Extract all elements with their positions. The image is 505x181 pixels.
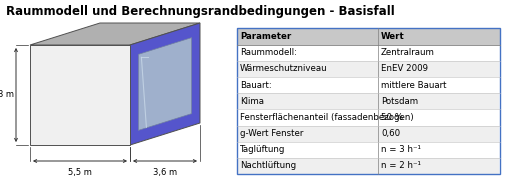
Text: 3,6 m: 3,6 m [153, 168, 177, 177]
Text: Raummodell und Berechnungsrandbedingungen - Basisfall: Raummodell und Berechnungsrandbedingunge… [6, 5, 394, 18]
Text: Wärmeschutzniveau: Wärmeschutzniveau [239, 64, 327, 73]
Bar [237, 158, 498, 174]
Text: Zentralraum: Zentralraum [380, 48, 434, 57]
Text: 2,8 m: 2,8 m [0, 90, 14, 100]
Text: Raummodell:: Raummodell: [239, 48, 296, 57]
Bar [237, 61, 498, 77]
Text: g-Wert Fenster: g-Wert Fenster [239, 129, 303, 138]
Text: Nachtlüftung: Nachtlüftung [239, 161, 295, 171]
Text: Potsdam: Potsdam [380, 97, 417, 106]
Text: Bauart:: Bauart: [239, 81, 271, 89]
Text: Parameter: Parameter [239, 32, 291, 41]
Text: mittlere Bauart: mittlere Bauart [380, 81, 445, 89]
Polygon shape [130, 23, 199, 145]
Text: Klima: Klima [239, 97, 264, 106]
Text: 50 %: 50 % [380, 113, 402, 122]
Text: n = 3 h⁻¹: n = 3 h⁻¹ [380, 145, 420, 154]
Text: 0,60: 0,60 [380, 129, 399, 138]
Text: Wert: Wert [380, 32, 404, 41]
Bar [237, 125, 498, 142]
Text: EnEV 2009: EnEV 2009 [380, 64, 427, 73]
Polygon shape [30, 23, 199, 45]
Bar [236, 28, 499, 45]
Bar [236, 28, 499, 174]
Text: Fensterflächenanteil (fassadenbezogen): Fensterflächenanteil (fassadenbezogen) [239, 113, 413, 122]
Bar [237, 93, 498, 109]
Text: Taglüftung: Taglüftung [239, 145, 285, 154]
Text: 5,5 m: 5,5 m [68, 168, 92, 177]
Text: n = 2 h⁻¹: n = 2 h⁻¹ [380, 161, 420, 171]
Polygon shape [30, 45, 130, 145]
Polygon shape [138, 38, 191, 130]
